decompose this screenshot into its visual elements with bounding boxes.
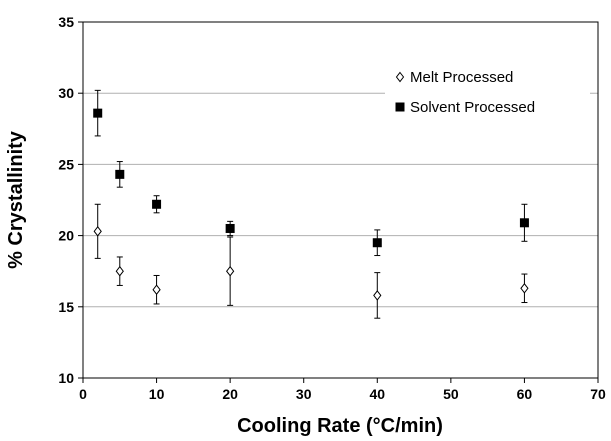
y-tick-label-35: 35 bbox=[58, 14, 74, 30]
point-0-3 bbox=[226, 265, 235, 277]
y-tick-label-25: 25 bbox=[58, 156, 74, 172]
series-0 bbox=[93, 203, 529, 319]
x-tick-label-10: 10 bbox=[149, 386, 165, 402]
point-1-2 bbox=[152, 199, 162, 209]
x-tick-label-70: 70 bbox=[590, 386, 606, 402]
point-0-0 bbox=[93, 226, 102, 237]
y-tick-label-10: 10 bbox=[58, 370, 74, 386]
point-1-0 bbox=[93, 108, 103, 118]
x-tick-label-60: 60 bbox=[517, 386, 533, 402]
x-tick-label-40: 40 bbox=[369, 386, 385, 402]
x-axis-title: Cooling Rate (°C/min) bbox=[237, 415, 443, 437]
legend-background bbox=[385, 62, 590, 122]
series-1 bbox=[93, 89, 529, 257]
point-0-2 bbox=[152, 284, 161, 296]
legend-marker-1 bbox=[395, 102, 405, 112]
point-0-4 bbox=[373, 290, 382, 301]
point-1-4 bbox=[372, 238, 382, 248]
plot-area-frame bbox=[82, 21, 599, 379]
x-tick-label-20: 20 bbox=[222, 386, 238, 402]
x-tick-label-0: 0 bbox=[79, 386, 87, 402]
legend: Melt Processed Solvent Processed bbox=[385, 62, 590, 122]
point-0-5 bbox=[520, 282, 529, 294]
y-tick-label-20: 20 bbox=[58, 228, 74, 244]
legend-label-1: Solvent Processed bbox=[410, 99, 535, 116]
point-1-1 bbox=[115, 169, 125, 179]
x-tick-label-30: 30 bbox=[296, 386, 312, 402]
point-0-1 bbox=[115, 265, 124, 277]
legend-marker-0 bbox=[395, 71, 405, 83]
y-tick-label-15: 15 bbox=[58, 299, 74, 315]
point-1-3 bbox=[225, 223, 235, 233]
axis-ticks: 10 15 20 25 30 35 0 10 20 30 40 50 60 70 bbox=[58, 14, 606, 402]
legend-label-0: Melt Processed bbox=[410, 69, 513, 86]
point-1-5 bbox=[519, 218, 529, 228]
y-axis-title: % Crystallinity bbox=[5, 130, 27, 269]
y-tick-label-30: 30 bbox=[58, 85, 74, 101]
x-tick-label-50: 50 bbox=[443, 386, 459, 402]
data-series bbox=[93, 89, 529, 319]
